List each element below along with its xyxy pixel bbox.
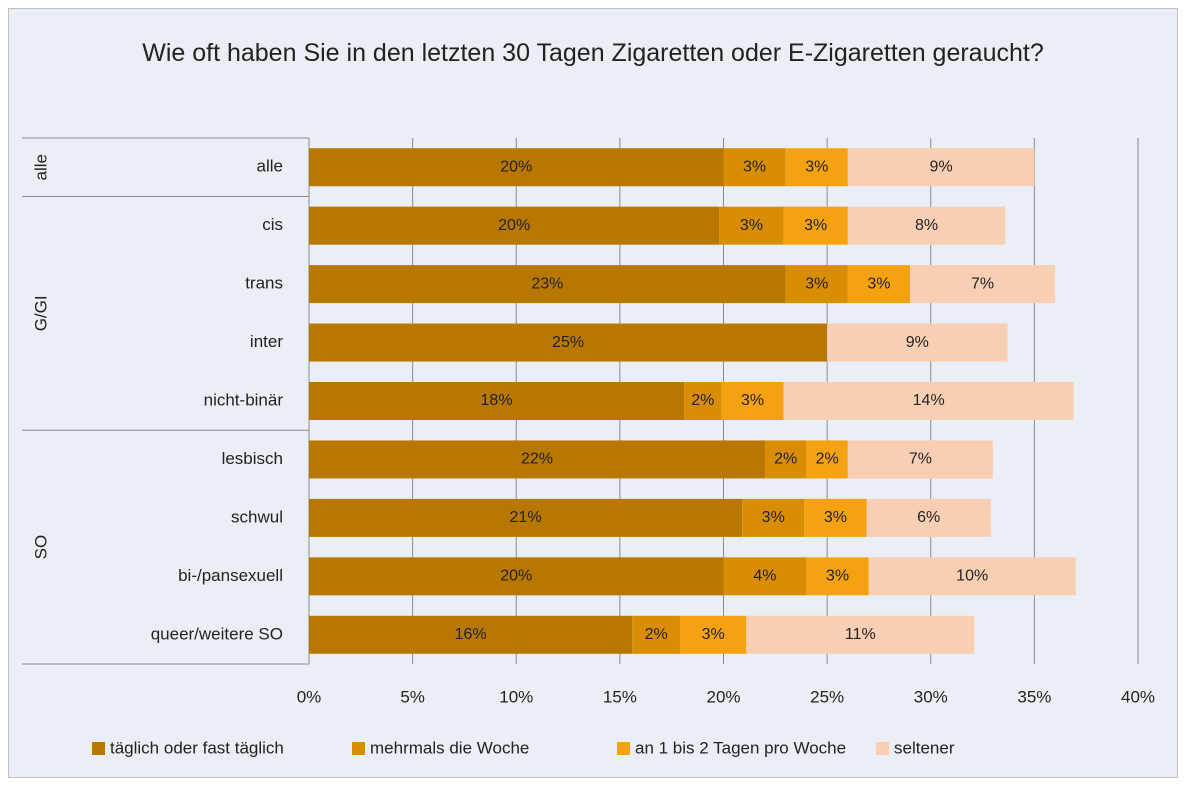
bar-segment bbox=[827, 323, 1008, 362]
data-label: 3% bbox=[805, 158, 828, 175]
bar-segment bbox=[632, 615, 680, 654]
data-label: 9% bbox=[930, 158, 953, 175]
y-tick-label: cis bbox=[262, 215, 283, 234]
bar-segment bbox=[806, 557, 869, 596]
data-label: 2% bbox=[774, 451, 797, 468]
bar-segment bbox=[742, 498, 805, 537]
bar-segment bbox=[783, 206, 848, 245]
bar-segment bbox=[806, 440, 848, 479]
data-label: 25% bbox=[552, 334, 584, 351]
data-label: 21% bbox=[510, 509, 542, 526]
bar-segment bbox=[785, 265, 848, 304]
data-label: 22% bbox=[521, 451, 553, 468]
data-label: 3% bbox=[826, 568, 849, 585]
x-tick-label: 30% bbox=[914, 687, 948, 706]
y-tick-label: queer/weitere SO bbox=[151, 624, 283, 643]
bar-segment bbox=[309, 148, 724, 187]
x-tick-label: 35% bbox=[1017, 687, 1051, 706]
data-label: 14% bbox=[913, 392, 945, 409]
legend-label: täglich oder fast täglich bbox=[110, 738, 284, 757]
legend-label: mehrmals die Woche bbox=[370, 738, 529, 757]
data-label: 3% bbox=[740, 217, 763, 234]
x-tick-label: 0% bbox=[297, 687, 322, 706]
data-label: 20% bbox=[498, 217, 530, 234]
data-label: 3% bbox=[702, 626, 725, 643]
bar-segment bbox=[721, 382, 784, 420]
legend-swatch bbox=[617, 742, 630, 755]
bar-segment bbox=[723, 557, 807, 596]
bar-segment bbox=[910, 265, 1056, 304]
legend-swatch bbox=[92, 742, 105, 755]
group-label: alle bbox=[31, 154, 50, 180]
bar-segment bbox=[309, 440, 765, 479]
bar-segment bbox=[309, 206, 720, 245]
data-label: 3% bbox=[867, 275, 890, 292]
bar-segment bbox=[804, 498, 867, 537]
y-tick-label: trans bbox=[245, 274, 283, 293]
y-tick-label: nicht-binär bbox=[204, 390, 284, 409]
data-label: 10% bbox=[956, 568, 988, 585]
bar-segment bbox=[847, 265, 911, 304]
bar-segment bbox=[785, 148, 848, 187]
bar-segment bbox=[847, 148, 1035, 187]
data-label: 11% bbox=[845, 626, 876, 643]
data-label: 4% bbox=[753, 568, 776, 585]
data-label: 3% bbox=[741, 392, 764, 409]
data-label: 6% bbox=[917, 509, 940, 526]
data-label: 3% bbox=[762, 509, 785, 526]
bar-segment bbox=[847, 206, 1006, 245]
bar-segment bbox=[679, 615, 747, 654]
bar-segment bbox=[783, 382, 1074, 420]
data-label: 16% bbox=[455, 626, 487, 643]
data-label: 7% bbox=[971, 275, 994, 292]
bar-segment bbox=[309, 323, 828, 362]
data-label: 9% bbox=[906, 334, 929, 351]
bar-segment bbox=[746, 615, 975, 654]
bar-segment bbox=[309, 265, 786, 304]
legend-swatch bbox=[352, 742, 365, 755]
bar-segment bbox=[309, 498, 743, 537]
y-tick-label: bi-/pansexuell bbox=[178, 566, 283, 585]
data-label: 18% bbox=[481, 392, 513, 409]
data-label: 3% bbox=[805, 275, 828, 292]
data-label: 2% bbox=[691, 392, 714, 409]
bar-segment bbox=[764, 440, 807, 479]
bar-segment bbox=[847, 440, 993, 479]
legend-label: an 1 bis 2 Tagen pro Woche bbox=[635, 738, 846, 757]
bar-segment bbox=[723, 148, 786, 187]
bar-segment bbox=[684, 382, 722, 420]
bar-segment bbox=[309, 615, 633, 654]
data-label: 3% bbox=[743, 158, 766, 175]
chart-title: Wie oft haben Sie in den letzten 30 Tage… bbox=[142, 39, 1044, 67]
data-label: 20% bbox=[500, 568, 532, 585]
x-tick-label: 10% bbox=[499, 687, 533, 706]
data-label: 23% bbox=[531, 275, 563, 292]
bar-segment bbox=[866, 498, 991, 537]
data-label: 3% bbox=[804, 217, 827, 234]
x-tick-label: 20% bbox=[706, 687, 740, 706]
bar-segment bbox=[309, 382, 685, 420]
data-label: 2% bbox=[645, 626, 668, 643]
legend-swatch bbox=[876, 742, 889, 755]
legend-label: seltener bbox=[894, 738, 955, 757]
y-tick-label: alle bbox=[257, 157, 283, 176]
data-label: 7% bbox=[909, 451, 932, 468]
group-label: G/GI bbox=[31, 295, 50, 331]
bar-segment bbox=[868, 557, 1076, 596]
bar-segment bbox=[719, 206, 784, 245]
data-label: 2% bbox=[816, 451, 839, 468]
x-tick-label: 25% bbox=[810, 687, 844, 706]
x-tick-label: 40% bbox=[1121, 687, 1155, 706]
group-label: SO bbox=[31, 535, 50, 560]
data-label: 20% bbox=[500, 158, 532, 175]
x-tick-label: 15% bbox=[603, 687, 637, 706]
x-tick-label: 5% bbox=[400, 687, 425, 706]
data-label: 3% bbox=[824, 509, 847, 526]
y-tick-label: inter bbox=[250, 332, 283, 351]
bar-segment bbox=[309, 557, 724, 596]
y-tick-label: lesbisch bbox=[222, 449, 283, 468]
y-tick-label: schwul bbox=[231, 507, 283, 526]
data-label: 8% bbox=[915, 217, 938, 234]
